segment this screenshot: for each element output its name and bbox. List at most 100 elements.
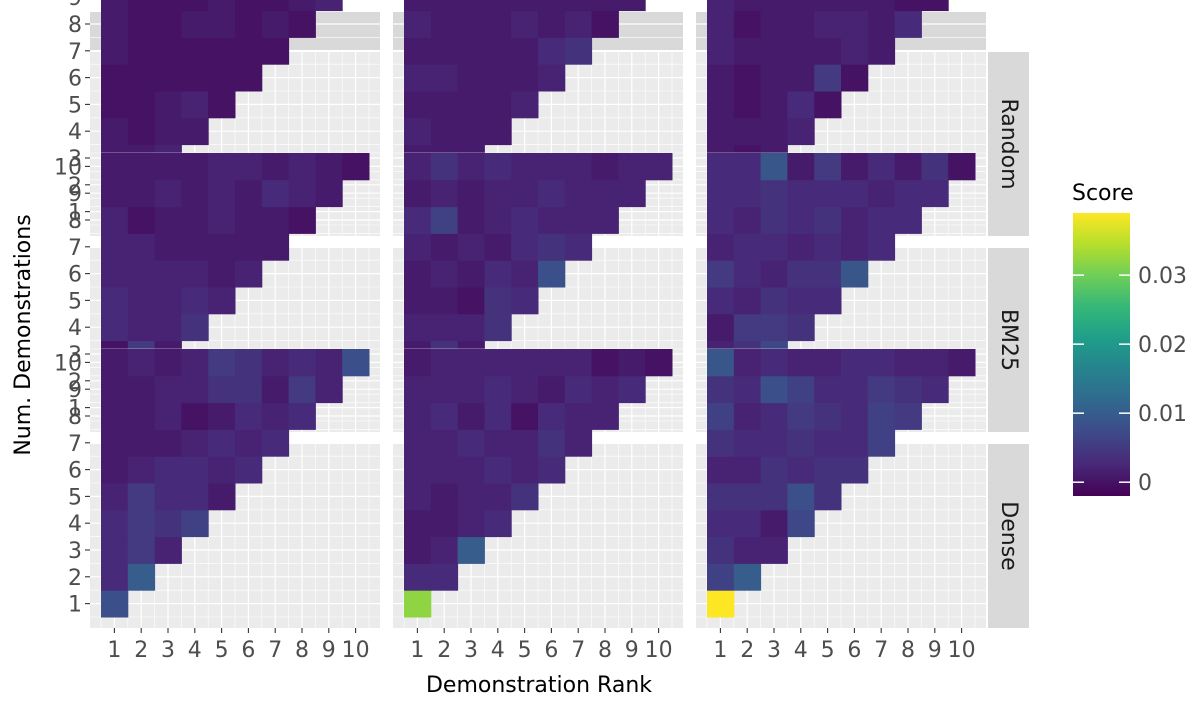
heatmap-cell — [511, 64, 539, 92]
heatmap-cell — [261, 0, 290, 12]
heatmap-cell — [208, 287, 236, 315]
heatmap-cell — [457, 456, 485, 484]
y-tick-label: 9 — [68, 182, 82, 207]
heatmap-cell — [430, 117, 459, 146]
heatmap-cell — [315, 0, 343, 12]
heatmap-cell — [127, 402, 156, 430]
heatmap-cell — [814, 91, 842, 119]
y-tick-label: 6 — [68, 459, 82, 484]
heatmap-cell — [235, 179, 263, 208]
heatmap-cell — [261, 375, 290, 404]
heatmap-cell — [511, 483, 539, 511]
heatmap-cell — [235, 429, 263, 457]
panel-opt-6-7b-dense — [393, 348, 683, 628]
x-tick-label: 5 — [518, 638, 532, 663]
heatmap-cell — [787, 313, 815, 342]
heatmap-cell — [867, 153, 896, 181]
heatmap-cell — [564, 429, 593, 457]
heatmap-cell — [288, 10, 316, 38]
heatmap-cell — [181, 0, 209, 12]
heatmap-cell — [154, 179, 182, 208]
heatmap-cell — [707, 590, 735, 618]
heatmap-cell — [154, 153, 182, 181]
heatmap-cell — [484, 0, 512, 12]
heatmap-cell — [484, 260, 512, 288]
heatmap-cell — [760, 429, 788, 457]
heatmap-cell — [841, 37, 869, 65]
heatmap-cell — [127, 179, 156, 208]
heatmap-cell — [787, 179, 815, 208]
y-tick-label: 4 — [68, 512, 82, 537]
heatmap-cell — [733, 37, 762, 65]
heatmap-cell — [208, 10, 236, 38]
heatmap-cell — [591, 179, 619, 208]
heatmap-cell — [707, 375, 735, 404]
heatmap-cell — [404, 483, 432, 511]
heatmap-cell — [733, 117, 762, 146]
heatmap-cell — [484, 456, 512, 484]
heatmap-cell — [733, 349, 762, 377]
heatmap-cell — [921, 349, 949, 377]
heatmap-cell — [867, 233, 896, 261]
heatmap-cell — [564, 375, 593, 404]
heatmap-cell — [208, 64, 236, 92]
heatmap-cell — [733, 233, 762, 261]
heatmap-cell — [101, 375, 129, 404]
heatmap-cell — [760, 233, 788, 261]
x-tick-label: 6 — [241, 638, 255, 663]
x-tick-label: 9 — [625, 638, 639, 663]
y-tick-label: 6 — [68, 67, 82, 92]
heatmap-cell — [760, 64, 788, 92]
y-tick-label: 4 — [68, 120, 82, 145]
legend-tick-label: 0 — [1138, 471, 1152, 496]
heatmap-cell — [154, 349, 182, 377]
heatmap-cell — [404, 590, 432, 618]
heatmap-cell — [564, 153, 593, 181]
heatmap-cell — [127, 287, 156, 315]
facet-row-label: Dense — [996, 501, 1021, 570]
y-tick-label: 2 — [68, 566, 82, 591]
x-tick-label: 10 — [342, 638, 370, 663]
heatmap-cell — [101, 429, 129, 457]
heatmap-cell — [235, 456, 263, 484]
strip-dense — [988, 444, 1029, 628]
x-tick-label: 1 — [713, 638, 727, 663]
heatmap-cell — [787, 91, 815, 119]
heatmap-cell — [235, 37, 263, 65]
heatmap-cell — [127, 313, 156, 342]
heatmap-cell — [288, 153, 316, 181]
heatmap-cell — [127, 206, 156, 234]
y-tick-label: 8 — [68, 405, 82, 430]
heatmap-cell — [208, 153, 236, 181]
facet-row-label: Random — [996, 98, 1021, 189]
heatmap-cell — [814, 37, 842, 65]
heatmap-cell — [457, 179, 485, 208]
heatmap-cell — [921, 375, 949, 404]
heatmap-cell — [814, 233, 842, 261]
heatmap-cell — [127, 153, 156, 181]
heatmap-cell — [235, 0, 263, 12]
heatmap-cell — [707, 536, 735, 564]
heatmap-cell — [127, 456, 156, 484]
heatmap-cell — [484, 349, 512, 377]
heatmap-cell — [181, 349, 209, 377]
heatmap-cell — [760, 0, 788, 12]
heatmap-cell — [154, 64, 182, 92]
heatmap-cell — [921, 153, 949, 181]
heatmap-cell — [538, 260, 566, 288]
heatmap-cell — [787, 456, 815, 484]
heatmap-cell — [948, 349, 976, 377]
heatmap-cell — [867, 179, 896, 208]
heatmap-cell — [457, 233, 485, 261]
heatmap-cell — [101, 91, 129, 119]
heatmap-cell — [208, 456, 236, 484]
heatmap-cell — [760, 349, 788, 377]
heatmap-cell — [484, 117, 512, 146]
heatmap-cell — [404, 429, 432, 457]
heatmap-cell — [154, 456, 182, 484]
heatmap-cell — [430, 64, 459, 92]
heatmap-cell — [181, 10, 209, 38]
heatmap-cell — [538, 10, 566, 38]
heatmap-cell — [261, 233, 290, 261]
heatmap-cell — [430, 563, 459, 591]
